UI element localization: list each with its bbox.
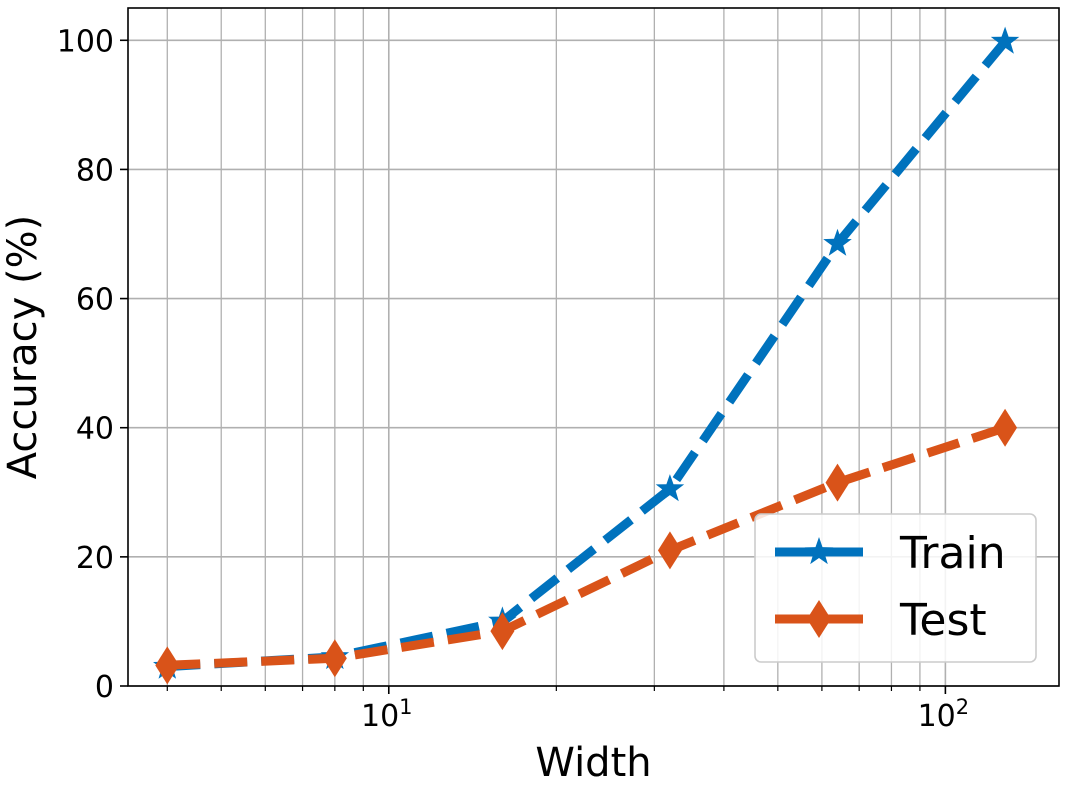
- data-point-test: [155, 646, 180, 685]
- y-tick-label: 20: [76, 541, 114, 576]
- data-point-train: [655, 474, 685, 502]
- y-tick-label: 80: [76, 153, 114, 188]
- series-line-train: [167, 38, 1009, 672]
- legend: Train Test: [754, 513, 1037, 663]
- legend-marker-test: [807, 600, 831, 638]
- data-point-test: [322, 639, 347, 678]
- y-tick-label: 100: [57, 24, 114, 59]
- plot-frame: [127, 7, 1060, 687]
- ticks: 0 20 40 60 80 100 101 102: [57, 24, 969, 734]
- data-point-train: [823, 228, 852, 256]
- x-axis-label: Width: [535, 740, 651, 786]
- data-point-test: [825, 463, 850, 502]
- data-point-test: [490, 612, 515, 651]
- data-point-test: [657, 531, 682, 570]
- x-tick-label: 101: [361, 695, 413, 734]
- series-line-test: [167, 423, 1007, 670]
- legend-label-test: Test: [899, 595, 987, 646]
- legend-marker-train: [804, 537, 834, 565]
- series-layer: [153, 26, 1020, 685]
- y-tick-label: 40: [76, 412, 114, 447]
- y-tick-label: 0: [95, 670, 114, 705]
- x-tick-exponent: 2: [956, 695, 969, 719]
- data-point-test: [993, 408, 1018, 447]
- x-tick-label: 102: [918, 695, 970, 734]
- data-point-train: [990, 26, 1020, 54]
- y-tick-label: 60: [76, 283, 114, 318]
- x-tick-exponent: 1: [399, 695, 412, 719]
- legend-label-train: Train: [899, 528, 1006, 579]
- y-axis-label: Accuracy (%): [0, 215, 46, 480]
